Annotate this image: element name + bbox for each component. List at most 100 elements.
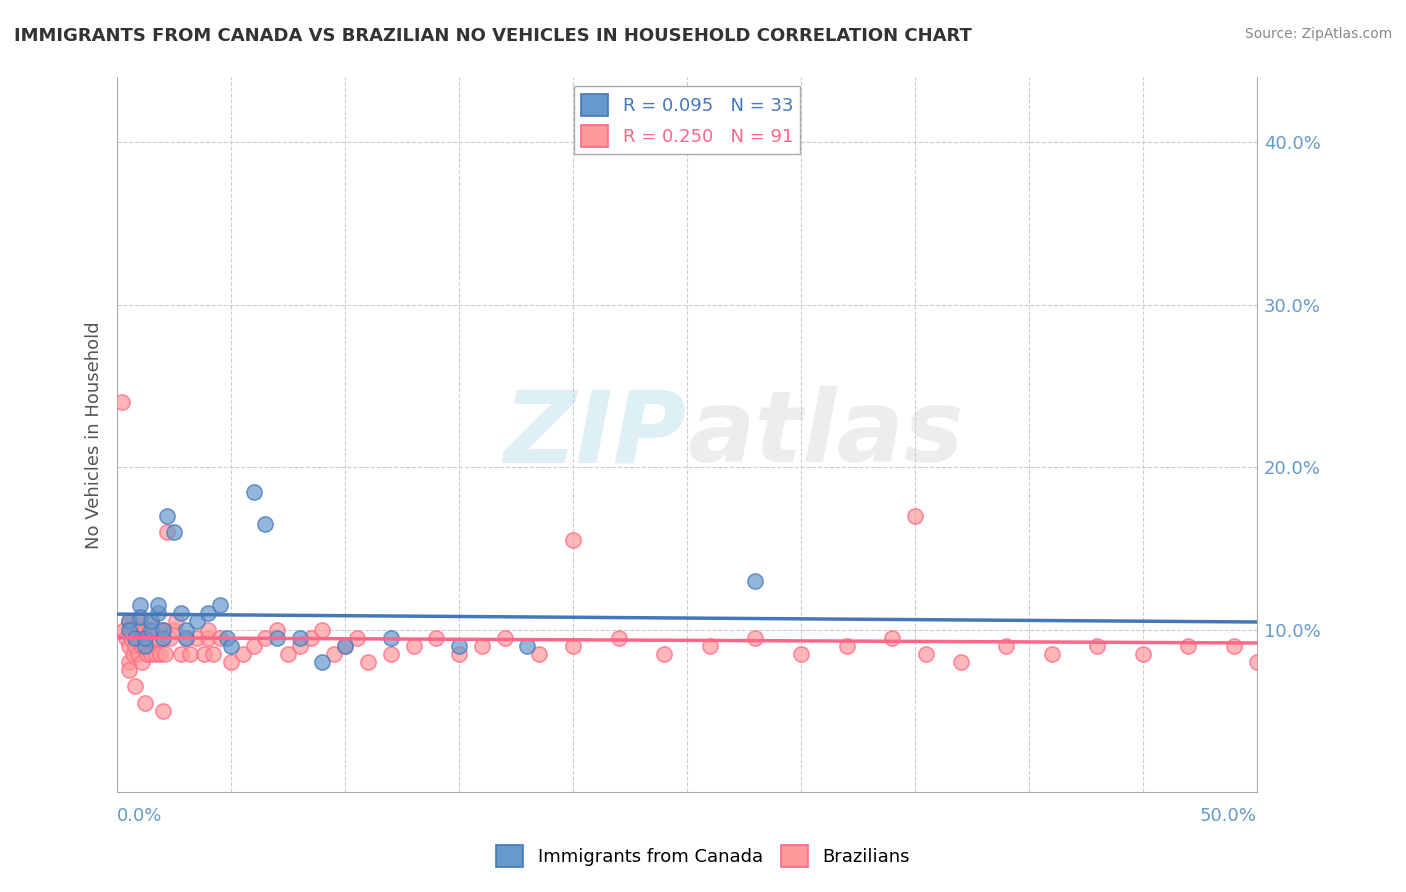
Point: [134, 639, 156, 653]
Point: [170, 607, 193, 621]
Point: [1223, 639, 1246, 653]
Point: [1132, 647, 1154, 661]
Point: [471, 639, 494, 653]
Point: [449, 647, 471, 661]
Point: [120, 631, 142, 645]
Point: [425, 631, 447, 645]
Point: [882, 631, 904, 645]
Point: [299, 631, 322, 645]
Point: [193, 647, 215, 661]
Point: [129, 623, 152, 637]
Point: [152, 631, 174, 645]
Point: [197, 631, 219, 645]
Point: [148, 607, 170, 621]
Point: [1085, 639, 1108, 653]
Point: [153, 647, 176, 661]
Point: [311, 655, 333, 669]
Point: [197, 607, 219, 621]
Text: atlas: atlas: [688, 386, 963, 483]
Point: [115, 631, 138, 645]
Point: [186, 615, 208, 629]
Point: [117, 623, 139, 637]
Point: [117, 663, 139, 677]
Point: [254, 516, 277, 531]
Text: Source: ZipAtlas.com: Source: ZipAtlas.com: [1244, 27, 1392, 41]
Legend: R = 0.095   N = 33, R = 0.250   N = 91: R = 0.095 N = 33, R = 0.250 N = 91: [574, 87, 800, 154]
Point: [131, 655, 153, 669]
Point: [163, 623, 186, 637]
Point: [186, 631, 208, 645]
Point: [174, 631, 197, 645]
Point: [127, 647, 149, 661]
Point: [156, 525, 179, 540]
Point: [219, 655, 242, 669]
Point: [124, 623, 146, 637]
Point: [215, 631, 238, 645]
Legend: Immigrants from Canada, Brazilians: Immigrants from Canada, Brazilians: [489, 838, 917, 874]
Point: [152, 623, 174, 637]
Point: [311, 623, 333, 637]
Point: [141, 615, 163, 629]
Point: [138, 623, 160, 637]
Point: [333, 639, 356, 653]
Point: [652, 647, 675, 661]
Point: [117, 615, 139, 629]
Point: [357, 655, 380, 669]
Text: IMMIGRANTS FROM CANADA VS BRAZILIAN NO VEHICLES IN HOUSEHOLD CORRELATION CHART: IMMIGRANTS FROM CANADA VS BRAZILIAN NO V…: [14, 27, 972, 45]
Point: [149, 647, 172, 661]
Text: 0.0%: 0.0%: [117, 806, 163, 824]
Point: [699, 639, 721, 653]
Point: [142, 631, 165, 645]
Point: [562, 639, 585, 653]
Point: [170, 647, 193, 661]
Point: [159, 631, 181, 645]
Point: [288, 631, 311, 645]
Point: [744, 631, 766, 645]
Point: [744, 574, 766, 588]
Point: [243, 639, 266, 653]
Point: [494, 631, 516, 645]
Point: [277, 647, 299, 661]
Point: [145, 647, 167, 661]
Point: [111, 395, 134, 409]
Point: [117, 615, 139, 629]
Point: [607, 631, 630, 645]
Point: [120, 623, 142, 637]
Point: [142, 623, 165, 637]
Point: [208, 631, 231, 645]
Point: [197, 623, 219, 637]
Point: [1177, 639, 1199, 653]
Point: [266, 631, 288, 645]
Point: [380, 647, 402, 661]
Point: [516, 639, 538, 653]
Point: [208, 599, 231, 613]
Point: [165, 615, 187, 629]
Point: [129, 599, 152, 613]
Text: ZIP: ZIP: [503, 386, 688, 483]
Point: [148, 599, 170, 613]
Point: [135, 631, 157, 645]
Point: [152, 631, 174, 645]
Point: [124, 680, 146, 694]
Point: [152, 704, 174, 718]
Point: [322, 647, 344, 661]
Point: [835, 639, 858, 653]
Point: [449, 639, 471, 653]
Point: [232, 647, 254, 661]
Point: [380, 631, 402, 645]
Point: [148, 631, 170, 645]
Point: [135, 647, 157, 661]
Point: [346, 631, 368, 645]
Point: [129, 631, 152, 645]
Point: [995, 639, 1018, 653]
Point: [201, 647, 224, 661]
Point: [152, 623, 174, 637]
Point: [1246, 655, 1268, 669]
Point: [134, 696, 156, 710]
Point: [949, 655, 972, 669]
Point: [219, 639, 242, 653]
Point: [174, 631, 197, 645]
Point: [124, 631, 146, 645]
Point: [134, 631, 156, 645]
Point: [127, 615, 149, 629]
